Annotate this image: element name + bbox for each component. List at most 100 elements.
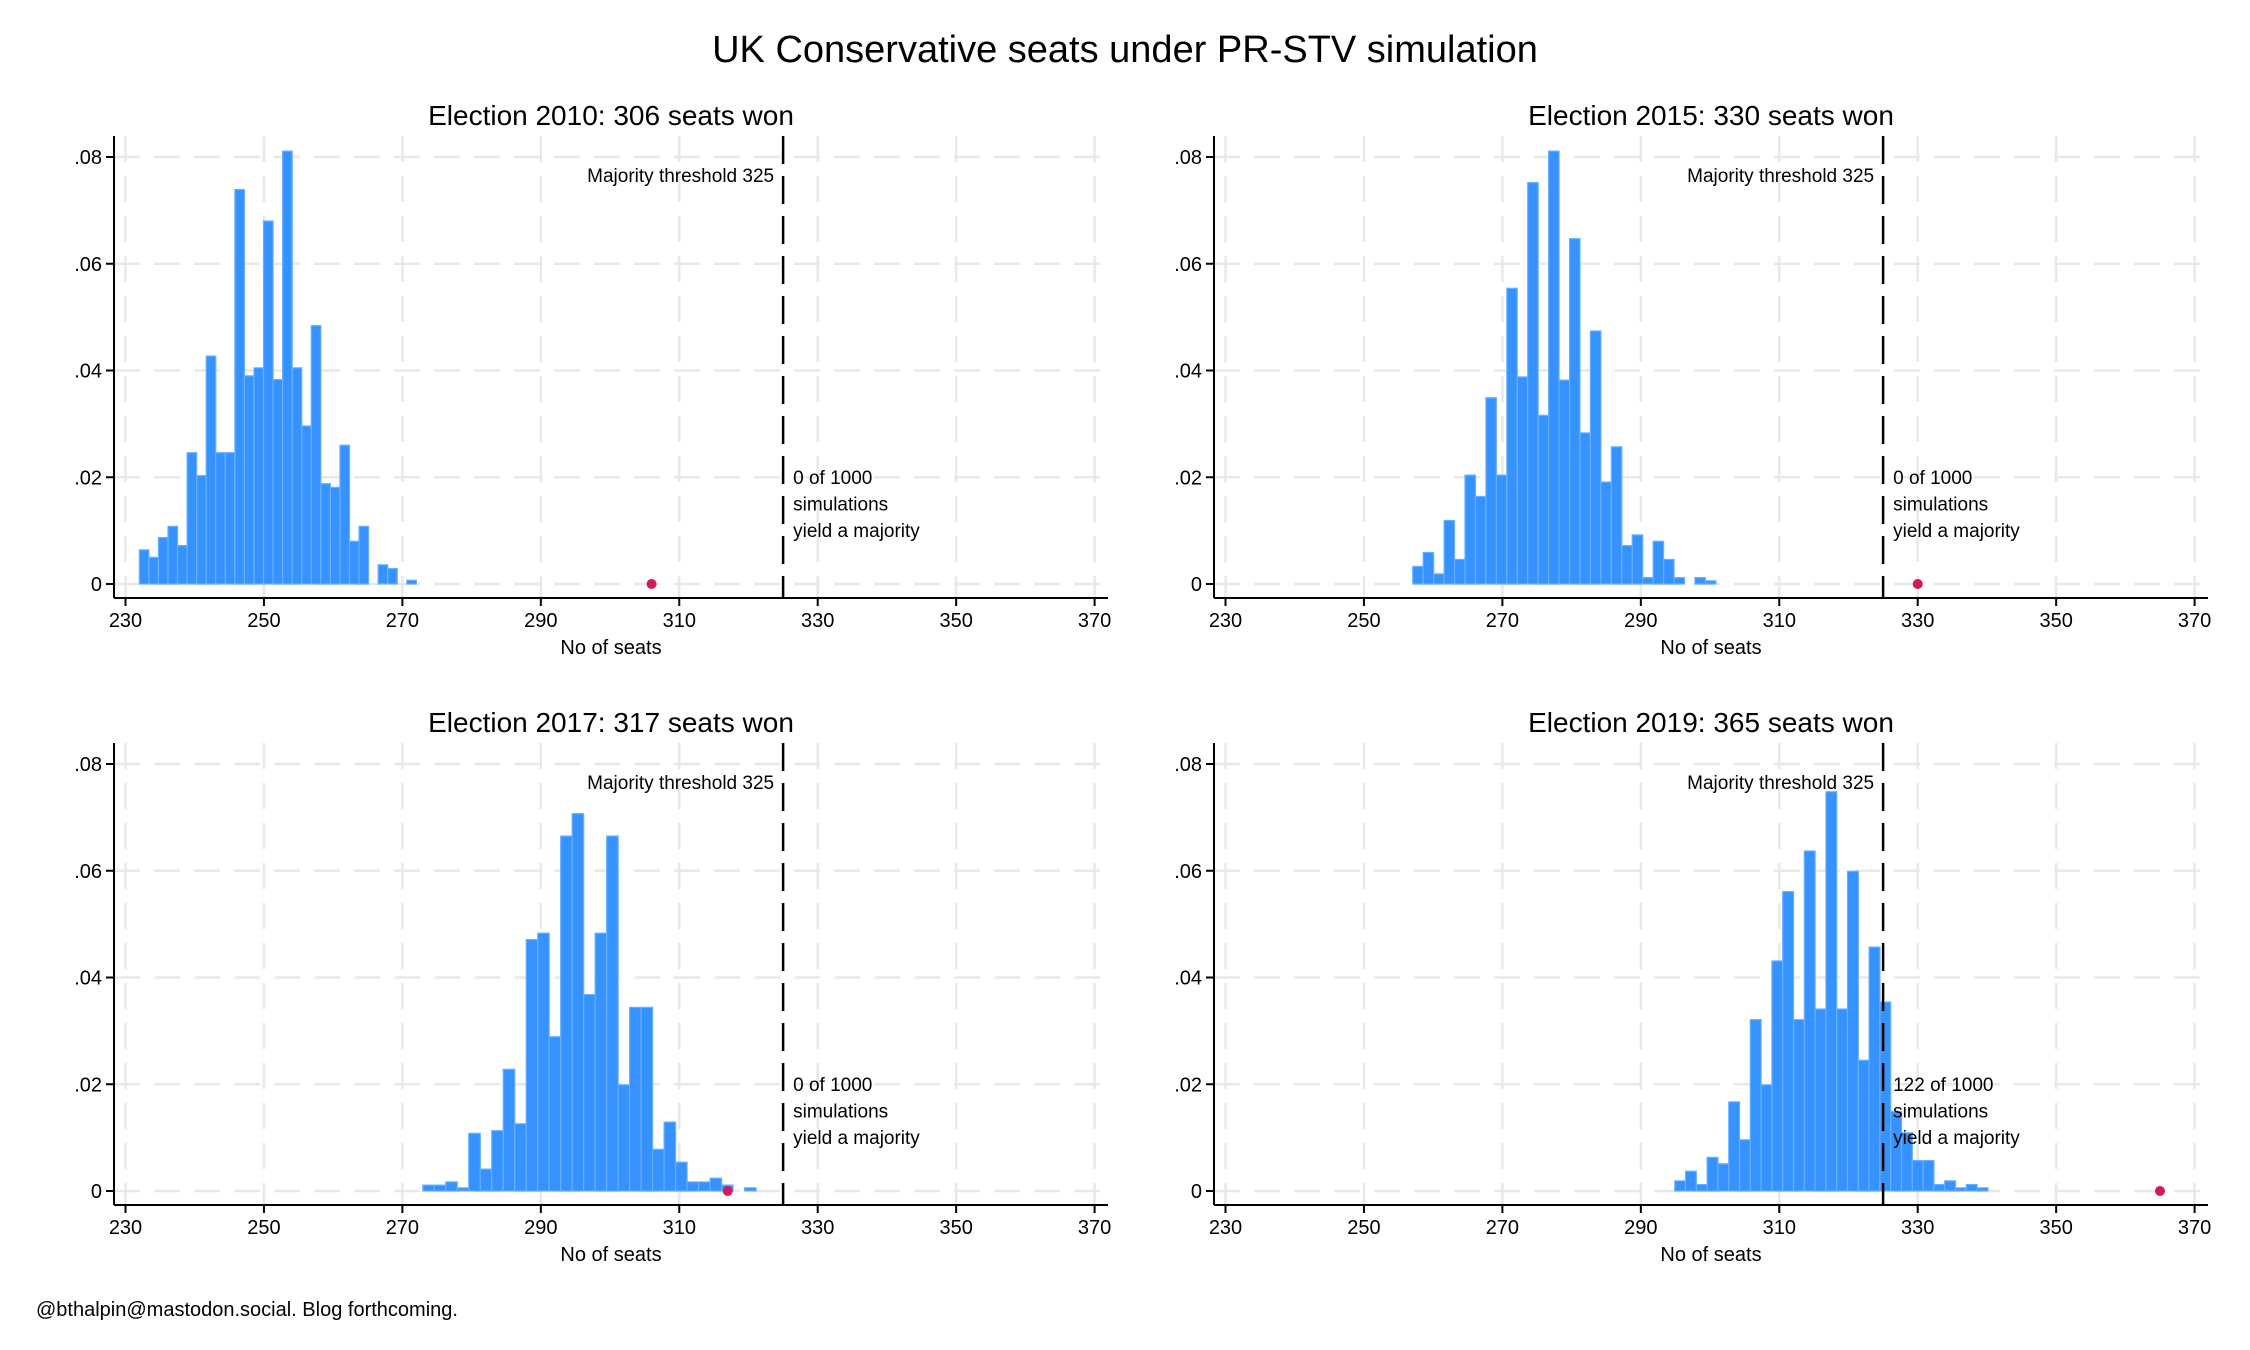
x-tick-label: 370: [1078, 1217, 1111, 1239]
histogram-bar: [1412, 565, 1424, 585]
histogram-bar: [1760, 1084, 1773, 1192]
y-tick-label: .08: [74, 147, 102, 169]
histogram-bar: [1589, 330, 1602, 585]
histogram-bar: [186, 452, 198, 585]
histogram-bar: [1782, 890, 1795, 1192]
histogram-bar: [1663, 558, 1675, 585]
histogram-bar: [422, 1184, 435, 1192]
majority-note-line: yield a majority: [793, 521, 920, 542]
histogram-bar: [138, 549, 150, 585]
histogram-bar: [571, 813, 585, 1192]
x-tick-label: 310: [663, 1217, 696, 1239]
histogram-bar: [205, 355, 217, 585]
histogram-bar: [1911, 1159, 1924, 1192]
histogram-bar: [1890, 1110, 1903, 1192]
histogram-bar: [1674, 1180, 1687, 1192]
histogram-bar: [514, 1123, 527, 1192]
x-tick-label: 350: [2039, 610, 2072, 632]
y-tick-label: .06: [74, 254, 102, 276]
x-tick-label: 310: [1763, 610, 1796, 632]
majority-note-line: 0 of 1000: [793, 1075, 872, 1096]
histogram-bar: [148, 556, 160, 585]
histogram-bar: [167, 525, 179, 585]
y-tick-label: .04: [1174, 968, 1202, 990]
y-tick-label: 0: [1191, 574, 1202, 596]
histogram-bar: [272, 378, 284, 585]
histogram-bar: [215, 452, 226, 585]
histogram-bar: [329, 486, 341, 585]
histogram-bar: [583, 993, 596, 1192]
x-tick-label: 330: [801, 610, 834, 632]
threshold-label: Majority threshold 325: [587, 166, 774, 187]
y-tick-label: 0: [91, 574, 102, 596]
histogram-bar: [176, 544, 188, 585]
histogram-bar: [652, 1148, 665, 1192]
majority-note-line: simulations: [793, 1102, 888, 1123]
panel-3: 0 .02 .04 .06 .08 230 250 270 290 310 330 350 370 No …: [74, 707, 1111, 1266]
histogram-bar: [1717, 1163, 1730, 1192]
histogram-bar: [502, 1068, 516, 1192]
histogram-bar: [320, 483, 331, 585]
histogram-bar: [1933, 1183, 1946, 1192]
x-tick-label: 230: [1209, 610, 1242, 632]
y-tick-label: .06: [74, 861, 102, 883]
histogram-bar: [1600, 481, 1612, 585]
histogram-bar: [1684, 1170, 1697, 1192]
histogram-bar: [468, 1132, 481, 1192]
histogram-bar: [1922, 1159, 1935, 1192]
histogram-bar: [1621, 544, 1633, 585]
y-tick-label: .08: [74, 754, 102, 776]
x-tick-label: 350: [2039, 1217, 2072, 1239]
x-tick-label: 270: [386, 610, 419, 632]
x-tick-label: 310: [1763, 1217, 1796, 1239]
majority-note-line: simulations: [1893, 495, 1988, 516]
threshold-label: Majority threshold 325: [587, 773, 774, 794]
panels: 0 .02 .04 .06 .08 230 250 270 290 310 330 350 370 No …: [74, 100, 2211, 1266]
seats-won-marker: [2154, 1186, 2165, 1196]
histogram-bar: [1610, 446, 1623, 585]
histogram-bar: [1443, 519, 1456, 585]
histogram-bar: [1836, 1008, 1849, 1192]
histogram-bar: [358, 525, 370, 585]
histogram-bar: [1846, 870, 1859, 1192]
histogram-bar: [594, 932, 608, 1192]
x-tick-label: 230: [109, 1217, 142, 1239]
histogram-bar: [1485, 397, 1497, 585]
majority-note-line: 0 of 1000: [1893, 468, 1972, 489]
panel-4: 0 .02 .04 .06 .08 230 250 270 290 310 330 350 370 No …: [1174, 707, 2211, 1266]
histogram-bar: [1879, 1001, 1892, 1192]
histogram-bar: [1771, 960, 1784, 1192]
histogram-bar: [537, 932, 550, 1192]
histogram-bar: [1857, 1059, 1870, 1192]
histogram-bar: [1825, 791, 1838, 1192]
majority-note-line: simulations: [1893, 1102, 1988, 1123]
panel-title: Election 2017: 317 seats won: [428, 707, 794, 738]
histogram-bar: [1954, 1187, 1967, 1192]
seats-won-marker: [646, 579, 657, 589]
x-tick-label: 270: [1486, 1217, 1519, 1239]
x-tick-label: 370: [2178, 1217, 2211, 1239]
histogram-bar: [243, 375, 255, 585]
x-tick-label: 270: [386, 1217, 419, 1239]
histogram-bar: [301, 425, 312, 585]
x-tick-label: 270: [1486, 610, 1519, 632]
x-tick-label: 250: [247, 610, 280, 632]
histogram-bar: [310, 325, 322, 585]
histogram-bar: [253, 367, 265, 585]
x-tick-label: 330: [801, 1217, 834, 1239]
y-tick-label: 0: [1191, 1181, 1202, 1203]
histogram-bar: [743, 1187, 757, 1192]
figure-title: UK Conservative seats under PR-STV simul…: [712, 29, 1538, 71]
histogram-bar: [1506, 287, 1518, 585]
y-tick-label: .06: [1174, 254, 1202, 276]
x-axis-label: No of seats: [1660, 1244, 1761, 1266]
histogram-bar: [1631, 534, 1644, 585]
histogram-bar: [1422, 551, 1435, 585]
histogram-bar: [1738, 1139, 1751, 1192]
histogram-bar: [291, 367, 303, 585]
histogram-bar: [433, 1184, 447, 1192]
x-tick-label: 310: [663, 610, 696, 632]
histogram-bar: [1558, 379, 1571, 585]
histogram-bar: [606, 835, 619, 1192]
